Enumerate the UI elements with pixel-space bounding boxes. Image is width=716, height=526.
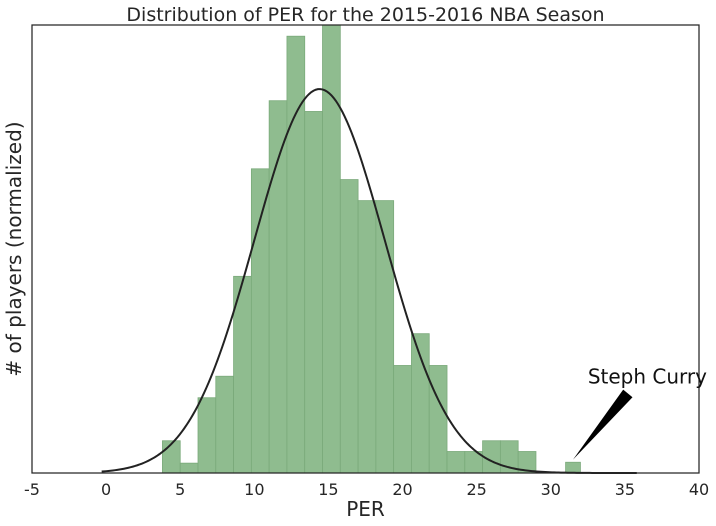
histogram-bar [322, 24, 341, 474]
histogram-bar [339, 179, 359, 474]
x-tick-label: 35 [615, 480, 635, 499]
histogram-bar [357, 200, 377, 474]
plot-frame [31, 24, 700, 474]
x-tick-label: 0 [101, 480, 111, 499]
histogram-bar [393, 365, 412, 474]
x-tick-label: 20 [392, 480, 412, 499]
histogram-bar [565, 461, 581, 474]
histogram-bar [446, 451, 466, 474]
annotation-text: Steph Curry [588, 364, 707, 388]
x-tick-label: -5 [24, 480, 40, 499]
steph-curry-annotation: Steph Curry [573, 364, 707, 460]
histogram-bar [304, 111, 323, 474]
histogram-bar [179, 462, 199, 474]
histogram-bar [162, 440, 181, 474]
histogram-bar [215, 375, 234, 474]
normal-fit-curve [101, 88, 637, 474]
x-tick-label: 5 [175, 480, 185, 499]
annotation-arrow [573, 389, 633, 460]
histogram-bars [162, 24, 581, 474]
y-axis-label: # of players (normalized) [2, 121, 26, 376]
histogram-bar [197, 397, 217, 474]
x-tick-label: 30 [541, 480, 561, 499]
x-tick-label: 10 [244, 480, 264, 499]
x-axis-ticks: -5 0 5 10 15 20 25 30 35 40 [24, 480, 709, 499]
histogram-bar [428, 365, 448, 474]
x-tick-label: 15 [318, 480, 338, 499]
x-tick-label: 25 [466, 480, 486, 499]
x-axis-label: PER [346, 497, 385, 521]
histogram-bar [250, 168, 270, 474]
chart-title: Distribution of PER for the 2015-2016 NB… [126, 4, 604, 26]
x-tick-label: 40 [689, 480, 709, 499]
